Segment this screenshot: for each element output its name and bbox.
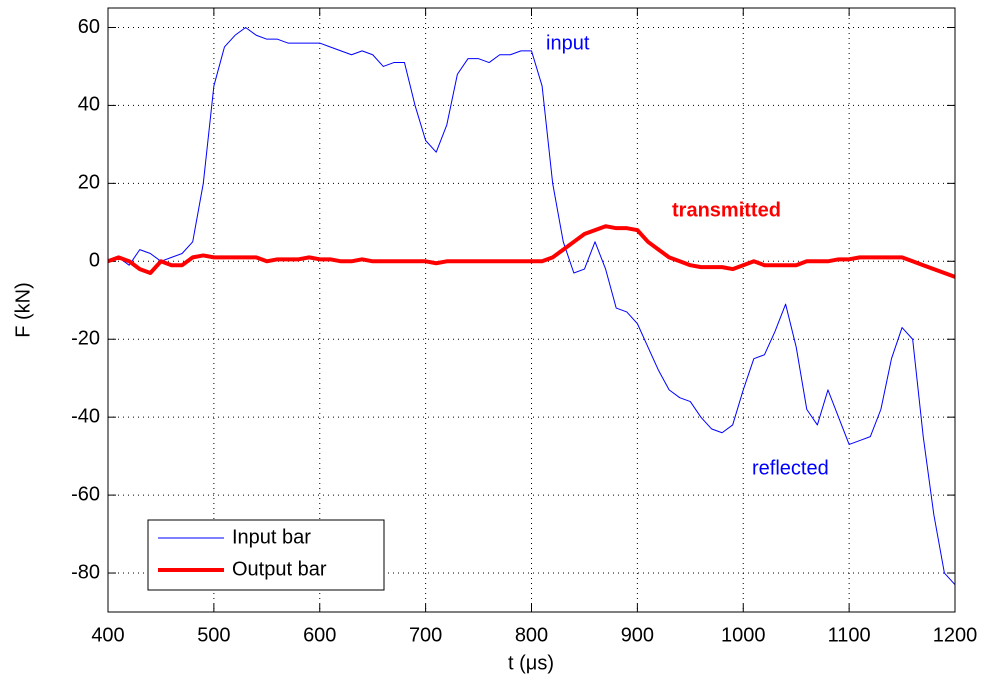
x-tick-label: 900: [621, 624, 654, 646]
x-tick-label: 1000: [721, 624, 766, 646]
legend-label: Output bar: [232, 558, 327, 580]
y-tick-label: 40: [78, 94, 100, 116]
y-tick-label: 20: [78, 172, 100, 194]
legend-box: [147, 519, 385, 591]
data-line: [107, 224, 956, 279]
x-tick-label: 400: [91, 624, 124, 646]
x-tick-label: 800: [515, 624, 548, 646]
annotation: reflected: [752, 457, 829, 479]
x-tick-label: 600: [303, 624, 336, 646]
legend-label: Input bar: [232, 526, 311, 548]
x-tick-label: 700: [409, 624, 442, 646]
y-tick-label: -20: [71, 328, 100, 350]
y-tick-label: -60: [71, 483, 100, 505]
x-tick-label: 1200: [933, 624, 978, 646]
x-tick-label: 1100: [828, 624, 871, 646]
y-tick-label: -40: [71, 405, 100, 427]
y-axis-label: F (kN): [12, 282, 34, 338]
x-axis-label: t (μs): [508, 652, 554, 674]
annotation: transmitted: [672, 199, 781, 221]
data-line: [107, 26, 956, 586]
y-tick-label: 0: [89, 250, 100, 272]
x-tick-label: 500: [197, 624, 230, 646]
plot-frame: [107, 7, 956, 613]
y-tick-label: -80: [71, 561, 100, 583]
y-tick-label: 60: [78, 16, 100, 38]
annotation: input: [546, 32, 590, 54]
